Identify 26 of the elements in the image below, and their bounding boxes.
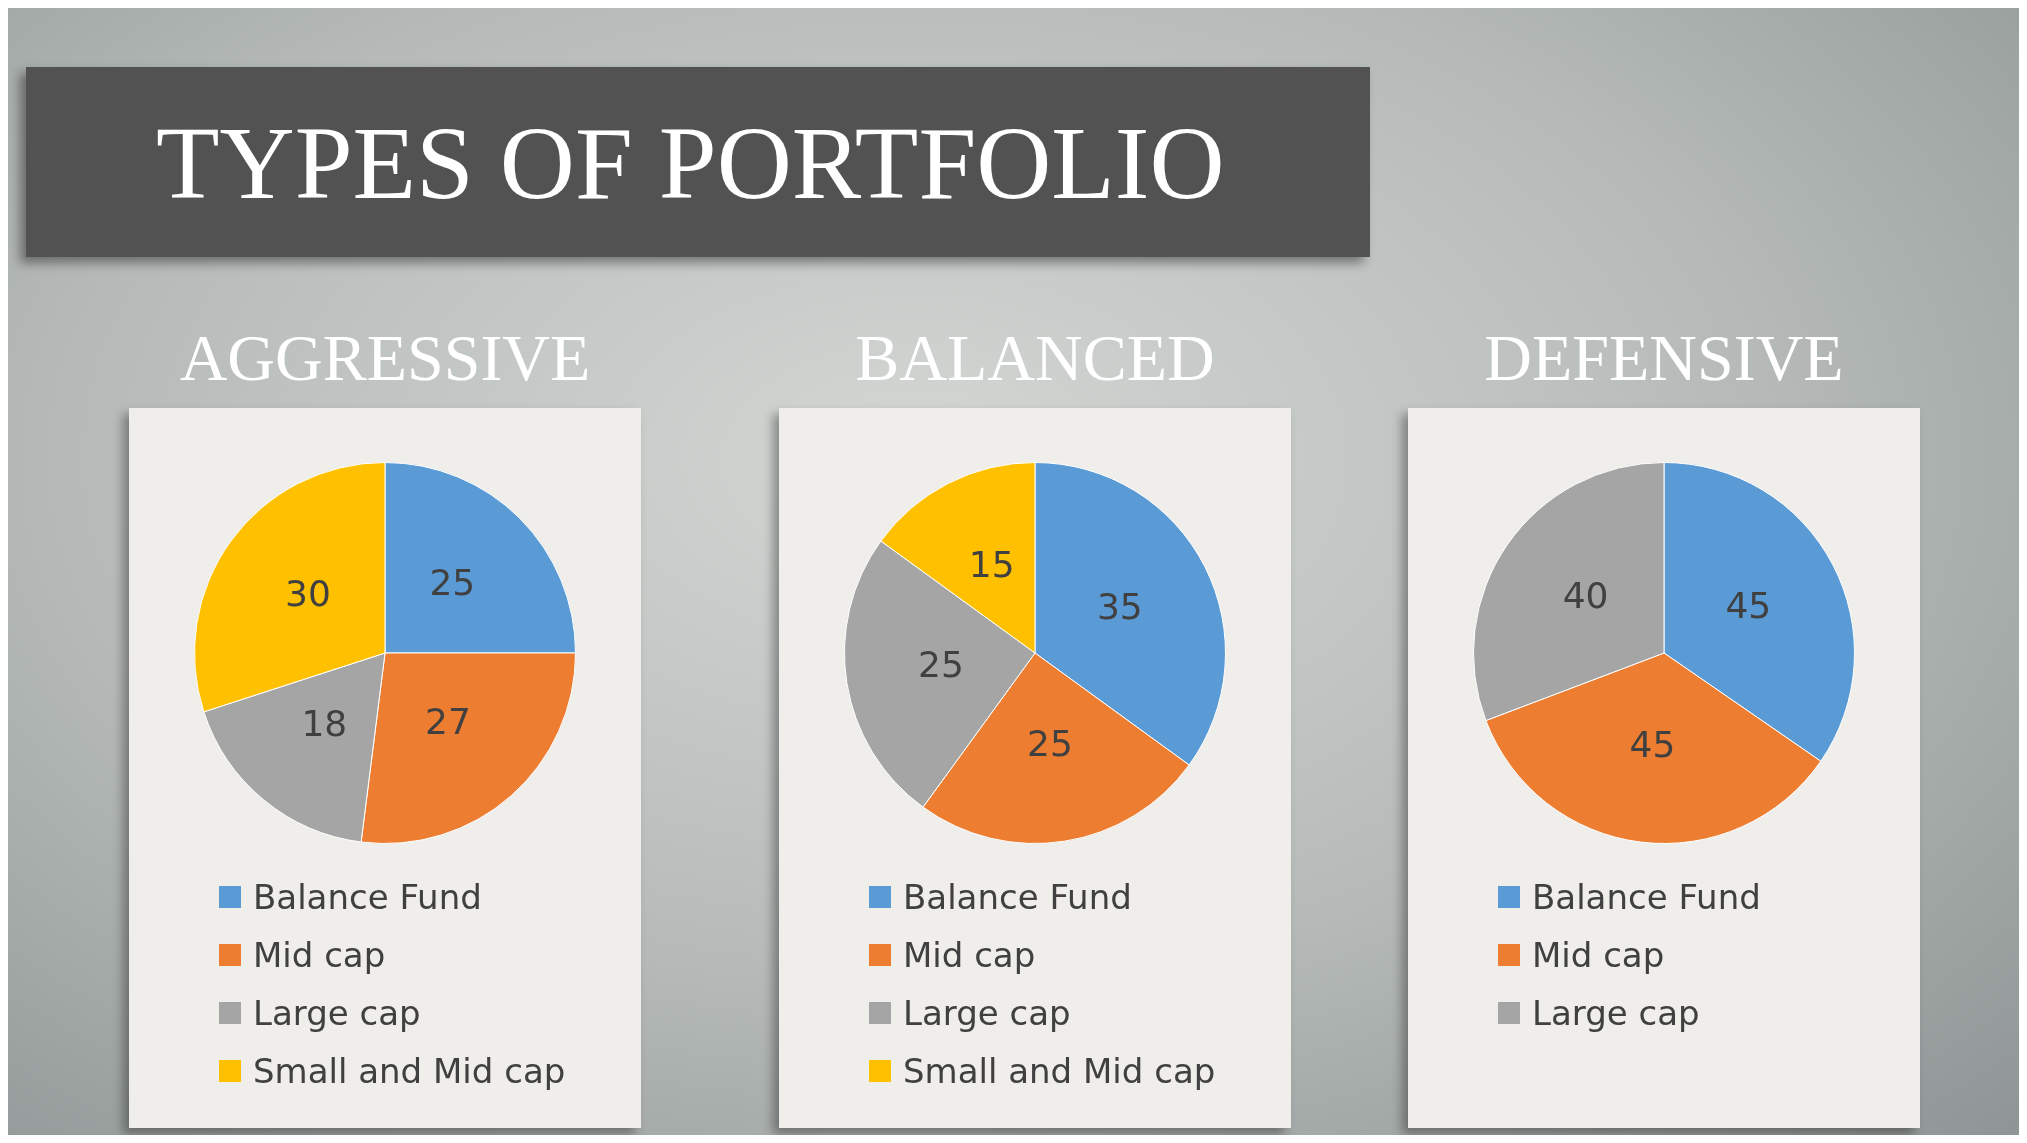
data-label: 18 — [301, 702, 348, 744]
legend-label: Mid cap — [253, 935, 386, 975]
data-label: 35 — [1096, 586, 1143, 628]
data-label: 25 — [1026, 723, 1073, 765]
chart-title: AGGRESSIVE — [178, 320, 592, 396]
data-label: 45 — [1629, 723, 1676, 765]
chart-title: BALANCED — [854, 320, 1216, 396]
data-label: 30 — [285, 573, 331, 615]
legend-label: Balance Fund — [903, 877, 1132, 917]
legend-label: Balance Fund — [253, 877, 482, 917]
legend-label: Large cap — [1532, 993, 1700, 1033]
legend-label: Small and Mid cap — [903, 1051, 1216, 1091]
legend-label: Mid cap — [903, 935, 1036, 975]
data-label: 25 — [429, 562, 476, 604]
data-label: 25 — [918, 644, 964, 686]
legend-label: Large cap — [253, 993, 421, 1033]
data-label: 45 — [1725, 585, 1772, 627]
data-label: 40 — [1562, 575, 1609, 617]
legend-label: Mid cap — [1532, 935, 1665, 975]
legend-label: Large cap — [903, 993, 1071, 1033]
text: TYPES OF PORTFOLIO — [26, 67, 1370, 257]
data-label: 15 — [968, 544, 1015, 586]
legend-label: Small and Mid cap — [253, 1051, 566, 1091]
data-label: 27 — [425, 700, 471, 742]
chart-title: DEFENSIVE — [1483, 320, 1845, 396]
legend-label: Balance Fund — [1532, 877, 1761, 917]
